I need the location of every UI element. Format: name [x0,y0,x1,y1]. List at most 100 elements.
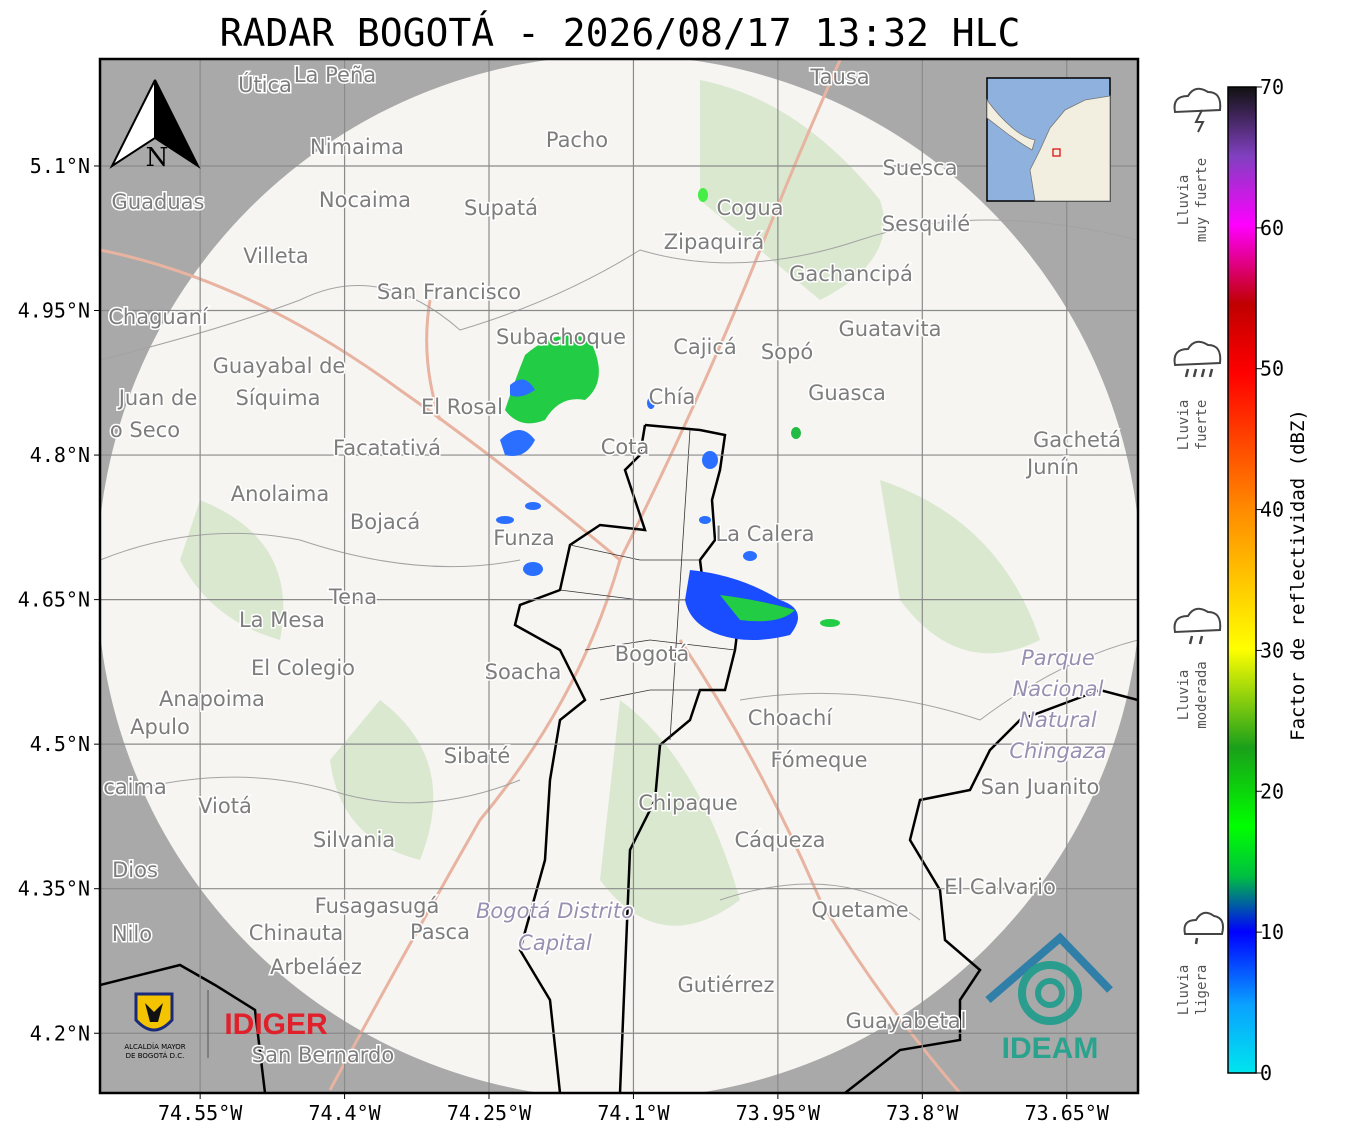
place-label: Chipaque [638,791,738,815]
place-label: Chía [649,385,696,409]
vegetation [180,80,1040,926]
place-label: Chaguaní [108,305,209,329]
north-arrow: N [109,79,201,173]
rain-label: Lluvia [1176,965,1192,1016]
place-label: Pasca [410,920,470,944]
place-label: Útica [238,72,292,97]
place-label: La Mesa [239,608,325,632]
logo-alcaldia: ALCALDÍA MAYOR DE BOGOTÁ D.C. [124,990,209,1060]
place-label: Cáqueza [735,828,826,852]
place-label: Subachoque [496,325,626,349]
x-tick-label: 74.25°W [447,1101,532,1125]
place-label: Nocaima [319,188,411,212]
place-label: Viotá [198,794,252,818]
place-label: Tausa [809,65,869,89]
place-label: Gachancipá [789,262,913,286]
rain-label: Lluvia [1176,670,1192,721]
y-tick-label: 5.1°N [30,154,90,178]
place-label: Pacho [546,128,608,152]
y-tick-label: 4.5°N [30,732,90,756]
place-label: Zipaquirá [664,230,764,254]
place-labels: Útica La Peña Tausa Pacho Nimaima Guaduas Noca… [102,62,1123,1069]
place-label: Villeta [243,244,308,268]
place-label: Guaduas [112,190,205,214]
logo-ideam: IDEAM [985,932,1113,1065]
place-label: Soacha [485,660,562,684]
colorbar-tick-label: 0 [1260,1061,1272,1085]
x-tick-label: 73.95°W [736,1101,821,1125]
roads [100,59,962,1093]
rain-label: Lluvia [1176,400,1192,451]
place-label: o Seco [110,418,180,442]
place-label: Anapoima [159,687,265,711]
logo-text: DE BOGOTÁ D.C. [126,1051,185,1060]
radar-range [100,59,1138,1093]
place-label: Síquima [236,386,321,410]
colorbar-axis: 0 10 20 30 40 50 60 70 [1256,75,1284,1085]
place-label: Gutiérrez [678,973,775,997]
place-label: Anolaima [231,482,329,506]
place-label: Tena [328,585,377,609]
logo-ideam-text: IDEAM [1002,1032,1099,1065]
rain-label: muy fuerte [1194,158,1210,242]
place-label: Quetame [811,898,908,922]
y-tick-label: 4.2°N [30,1021,90,1045]
place-label: Cajicá [673,335,737,359]
colorbar-tick-label: 50 [1260,357,1284,381]
logo-text: ALCALDÍA MAYOR [124,1042,185,1051]
rain-label: ligera [1194,965,1210,1016]
place-label: Apulo [130,715,190,739]
place-label: Bogotá [615,642,690,666]
place-label: Guayabal de [213,354,346,378]
place-label: Sibaté [444,744,511,768]
area-label: Bogotá Distrito [476,899,634,923]
place-label: Silvania [313,828,395,852]
place-label: Nimaima [310,135,404,159]
x-tick-label: 73.65°W [1025,1101,1110,1125]
place-label: Junín [1025,455,1079,479]
place-label: La Calera [715,522,814,546]
place-label: El Rosal [421,395,503,419]
y-tick-label: 4.8°N [30,443,90,467]
area-label: Parque [1021,646,1095,670]
place-label: San Bernardo [252,1043,394,1067]
place-label: Chinauta [249,921,343,945]
place-label: Funza [493,526,554,550]
radar-echoes [496,188,840,640]
rain-label: fuerte [1194,400,1210,451]
rain-label: moderada [1194,661,1210,728]
place-label: Dios [112,858,158,882]
x-tick-label: 74.1°W [597,1101,670,1125]
place-label: Guatavita [839,317,942,341]
area-label: Capital [518,931,592,955]
place-label: Gachetá [1033,428,1121,452]
x-tick-label: 74.55°W [158,1101,243,1125]
y-tick-label: 4.95°N [18,299,90,323]
map-area: Útica La Peña Tausa Pacho Nimaima Guaduas Noca… [100,59,1138,1093]
colorbar-tick-label: 10 [1260,920,1284,944]
colorbar-label: Factor de reflectividad (dBZ) [1287,409,1309,741]
place-label: Cogua [716,196,783,220]
north-label: N [146,143,169,173]
map-frame [98,57,1140,1095]
place-label: El Calvario [944,875,1056,899]
municipal-borders [100,219,1138,921]
place-label: Nilo [112,922,152,946]
place-label: Sopó [761,340,813,364]
place-label: Juan de [117,386,198,410]
colorbar-tick-label: 30 [1260,638,1284,662]
x-tick-label: 73.8°W [886,1101,959,1125]
x-tick-label: 74.4°W [308,1101,381,1125]
place-label: Sesquilé [882,212,970,236]
axes: 74.55°W 74.4°W 74.25°W 74.1°W 73.95°W 73.8°W 7… [18,154,1110,1125]
area-label: Chingaza [1009,739,1106,763]
place-label: caima [103,775,167,799]
place-label: San Francisco [377,280,521,304]
place-label: Bojacá [350,510,420,534]
colorbar [1227,86,1257,1074]
place-label: Facatativá [333,436,441,460]
y-tick-label: 4.35°N [18,877,90,901]
